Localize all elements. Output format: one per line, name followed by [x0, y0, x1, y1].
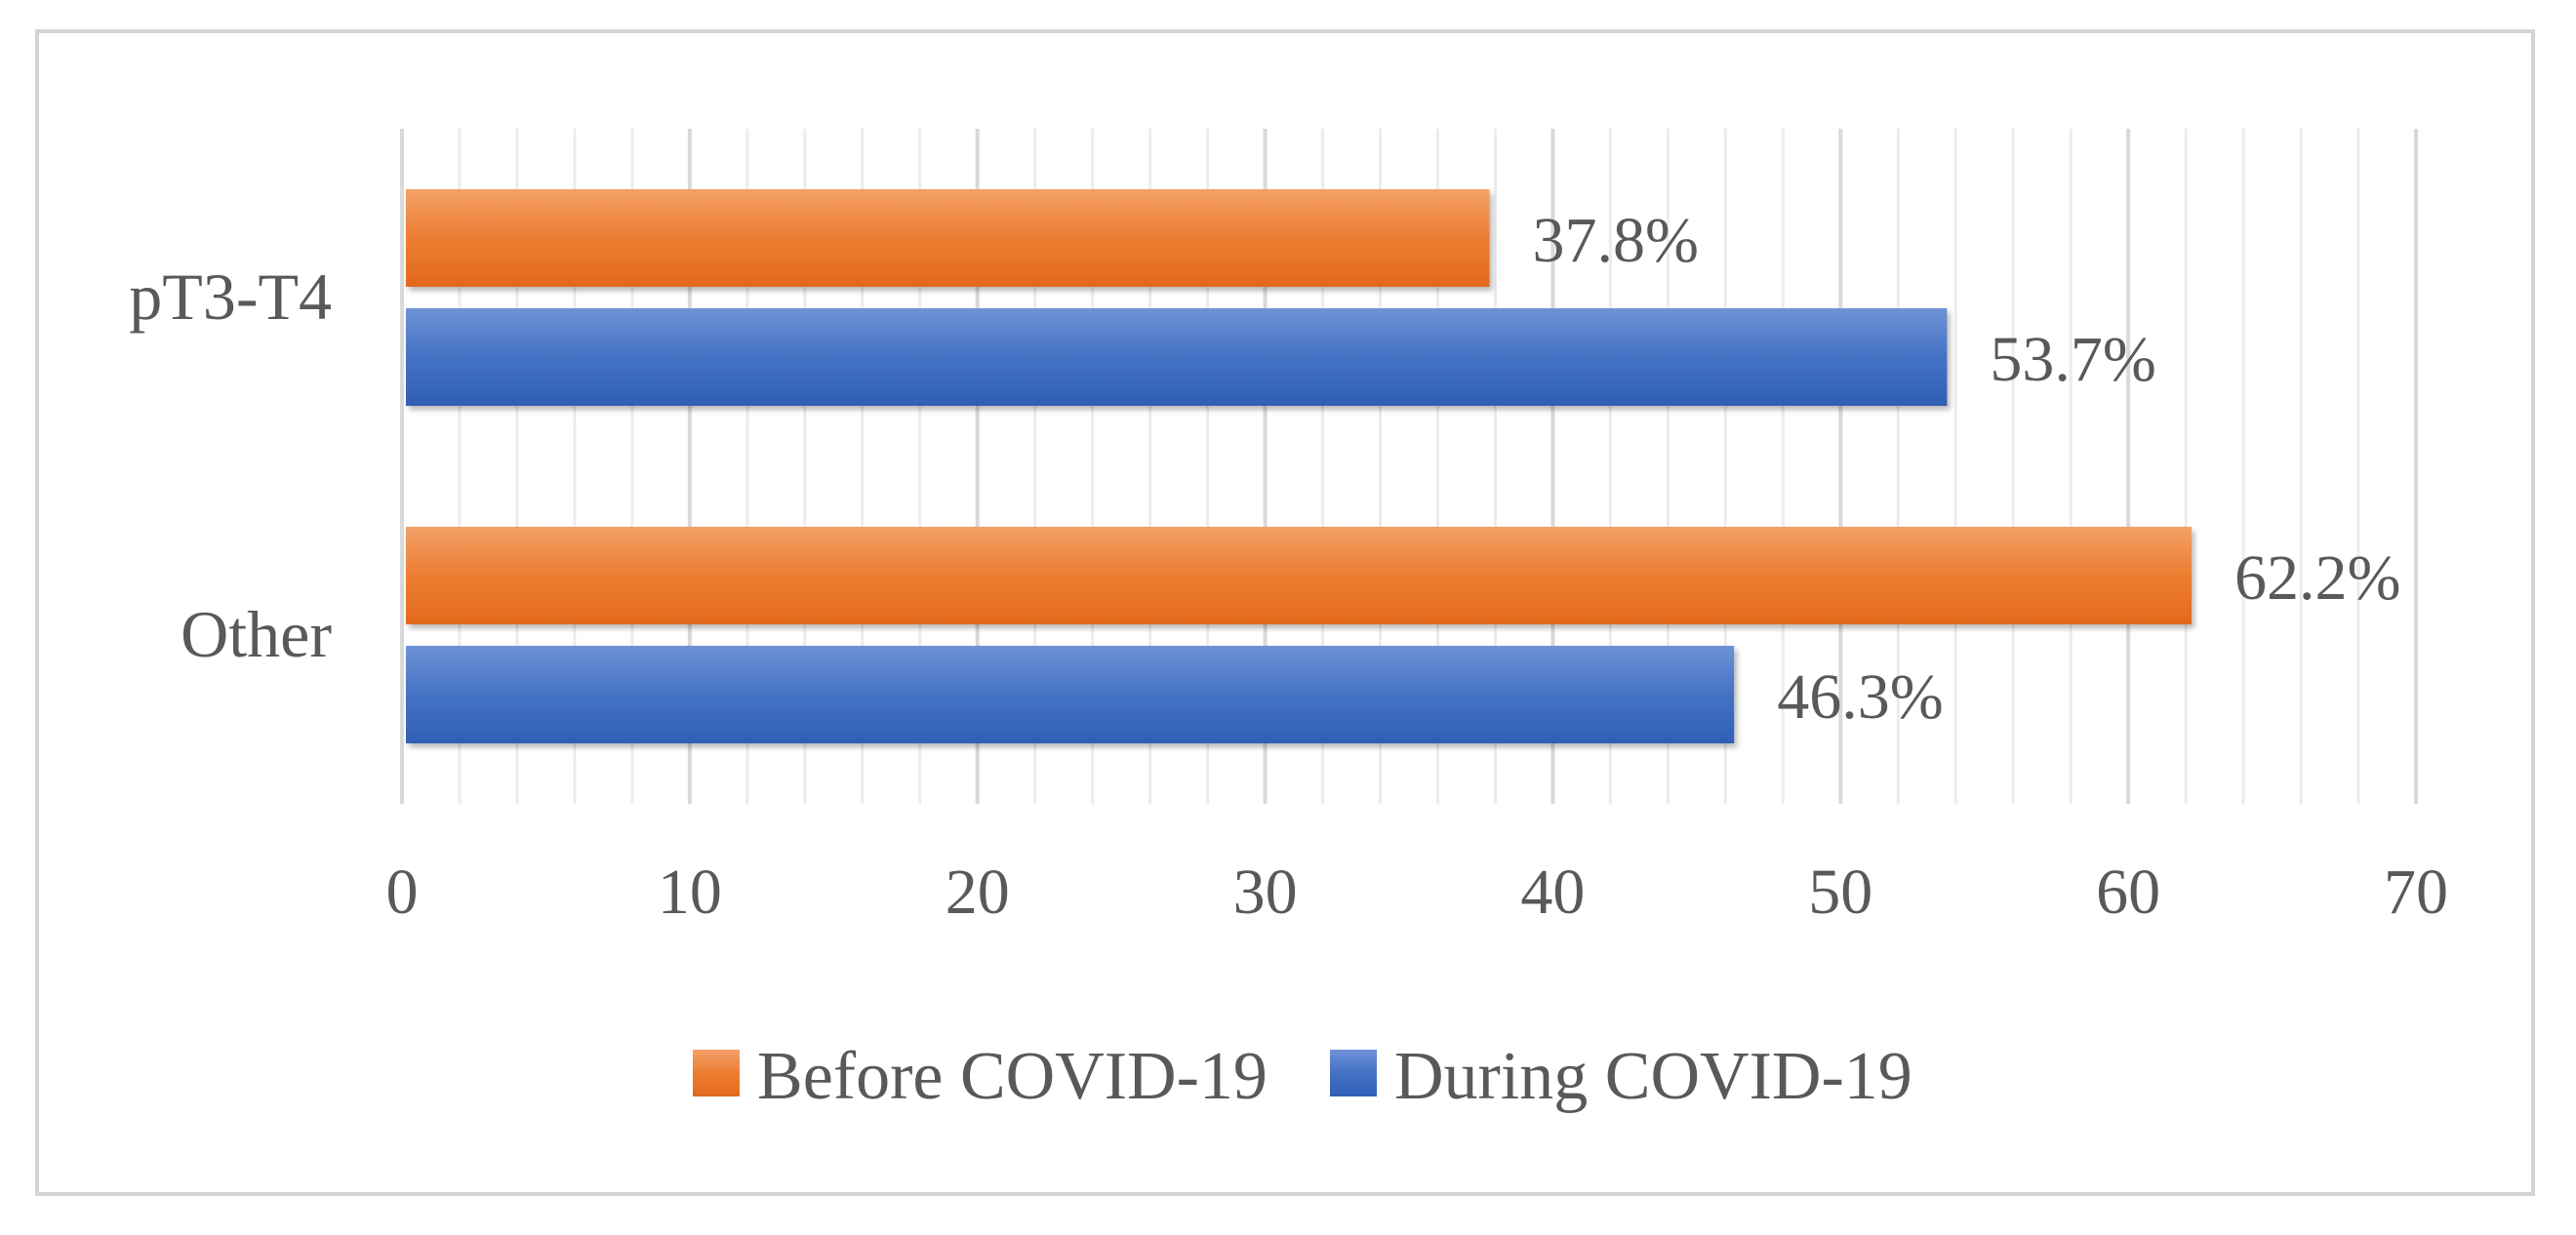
data-label: 46.3%	[1777, 661, 1943, 733]
category-label: pT3-T4	[129, 259, 332, 334]
bar-during	[406, 308, 1948, 406]
data-label: 37.8%	[1533, 205, 1699, 276]
data-label: 53.7%	[1990, 324, 2155, 395]
bar-during	[406, 646, 1735, 743]
legend-label: During COVID-19	[1394, 1039, 1912, 1114]
legend-label: Before COVID-19	[757, 1039, 1268, 1114]
x-tick-label: 60	[2096, 857, 2160, 928]
x-tick-label: 10	[658, 857, 722, 928]
legend: Before COVID-19 During COVID-19	[693, 1039, 1912, 1114]
legend-swatch-before	[693, 1050, 740, 1096]
legend-swatch-during	[1330, 1050, 1377, 1096]
category-label: Other	[181, 597, 332, 671]
x-tick-label: 70	[2384, 857, 2448, 928]
chart-svg: 0 10 20 30 40 50 60 70 pT3-T4 37.8% 53.7% Other 62.2…	[129, 129, 2448, 1114]
bar-before	[406, 527, 2193, 624]
x-tick-label: 40	[1520, 857, 1585, 928]
chart-frame: 0 10 20 30 40 50 60 70 pT3-T4 37.8% 53.7% Other 62.2…	[35, 29, 2535, 1196]
labels: 0 10 20 30 40 50 60 70 pT3-T4 37.8% 53.7% Other 62.2…	[129, 205, 2448, 928]
bars	[406, 189, 2193, 743]
x-tick-label: 20	[946, 857, 1010, 928]
data-label: 62.2%	[2234, 542, 2400, 614]
x-tick-label: 30	[1233, 857, 1298, 928]
bar-before	[406, 189, 1490, 287]
x-tick-label: 50	[1808, 857, 1872, 928]
x-tick-label: 0	[386, 857, 419, 928]
